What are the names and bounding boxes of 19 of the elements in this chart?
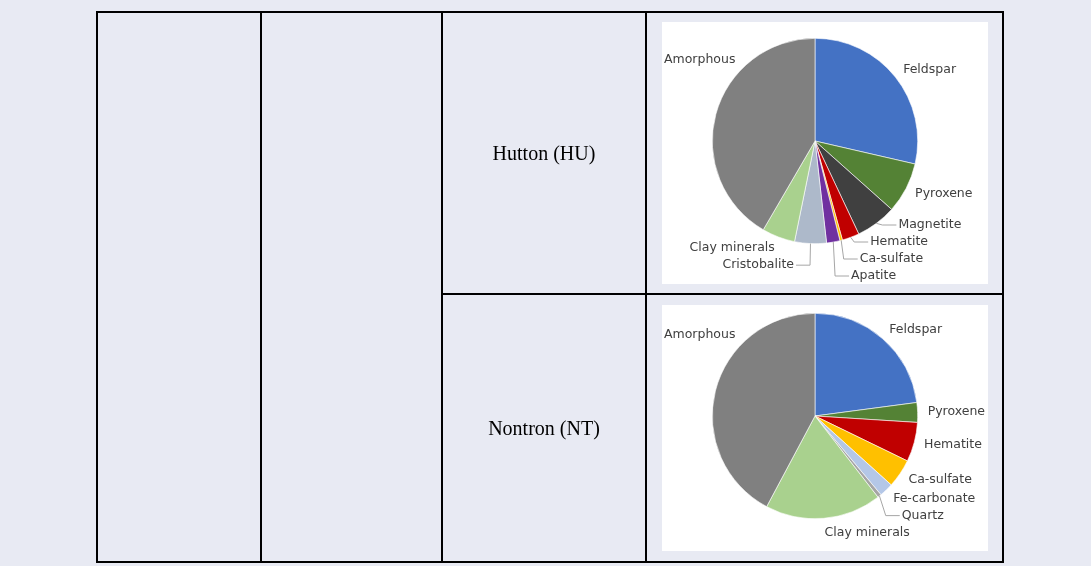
slice-label: Clay minerals — [824, 523, 910, 539]
slice-label: Amorphous — [663, 51, 735, 67]
slice-label: Amorphous — [663, 326, 735, 342]
slice-label: Hematite — [869, 233, 928, 249]
slice-label: Apatite — [850, 267, 896, 283]
slice-label: Magnetite — [897, 216, 962, 232]
slice-label: Pyroxene — [927, 403, 985, 419]
slice-label: Ca-sulfate — [859, 250, 923, 266]
slice-label: Cristobalite — [722, 256, 794, 272]
text: Nontron (NT) — [442, 294, 646, 562]
slice-label: Feldspar — [888, 320, 943, 336]
slice-label: Fe-carbonate — [892, 489, 976, 505]
slice-label: Ca-sulfate — [907, 471, 972, 487]
text: Hutton (HU) — [442, 12, 646, 294]
slice-label: Pyroxene — [914, 184, 973, 200]
slice-label: Feldspar — [902, 60, 957, 76]
slice-label: Clay minerals — [689, 239, 775, 255]
slice-label: Hematite — [923, 436, 982, 452]
slice-label: Quartz — [901, 506, 944, 522]
